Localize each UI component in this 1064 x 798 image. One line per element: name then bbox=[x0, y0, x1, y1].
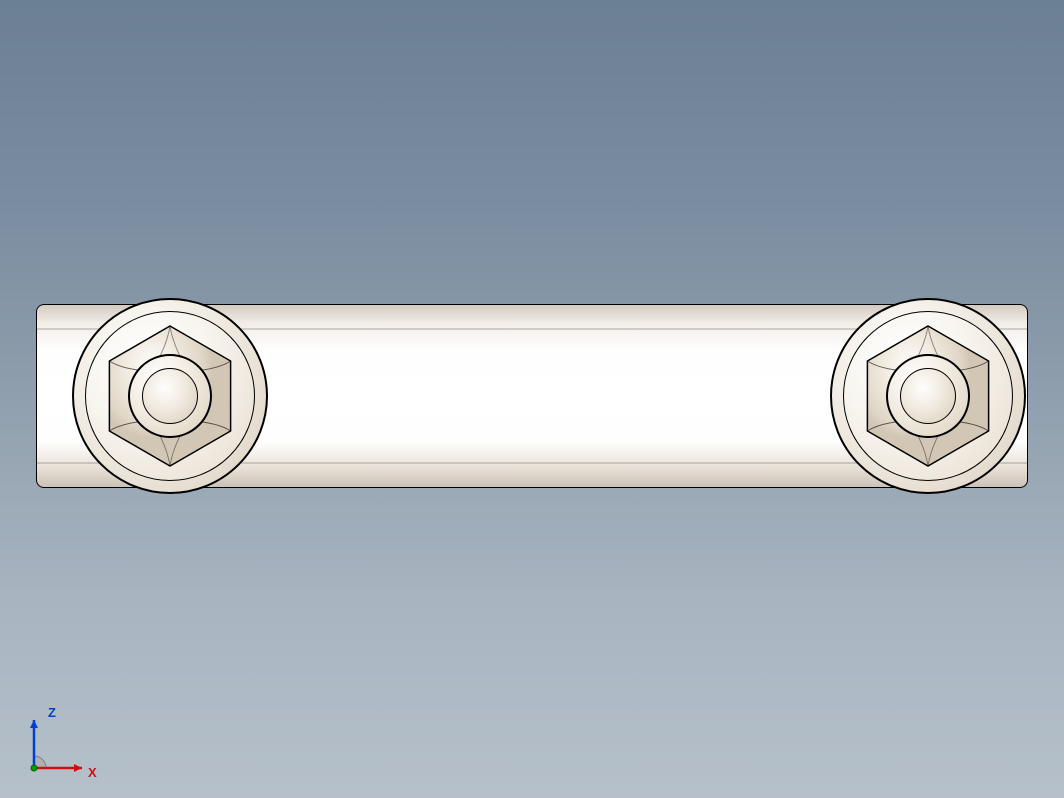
bolt-head-left[interactable] bbox=[142, 368, 198, 424]
bolt-head-right[interactable] bbox=[900, 368, 956, 424]
bolt-assembly-right[interactable] bbox=[830, 298, 1026, 494]
axis-label-z: Z bbox=[48, 705, 56, 720]
bolt-assembly-left[interactable] bbox=[72, 298, 268, 494]
model-assembly[interactable] bbox=[36, 290, 1028, 502]
axis-label-x: X bbox=[88, 765, 97, 780]
cad-viewport[interactable]: Z X bbox=[0, 0, 1064, 798]
